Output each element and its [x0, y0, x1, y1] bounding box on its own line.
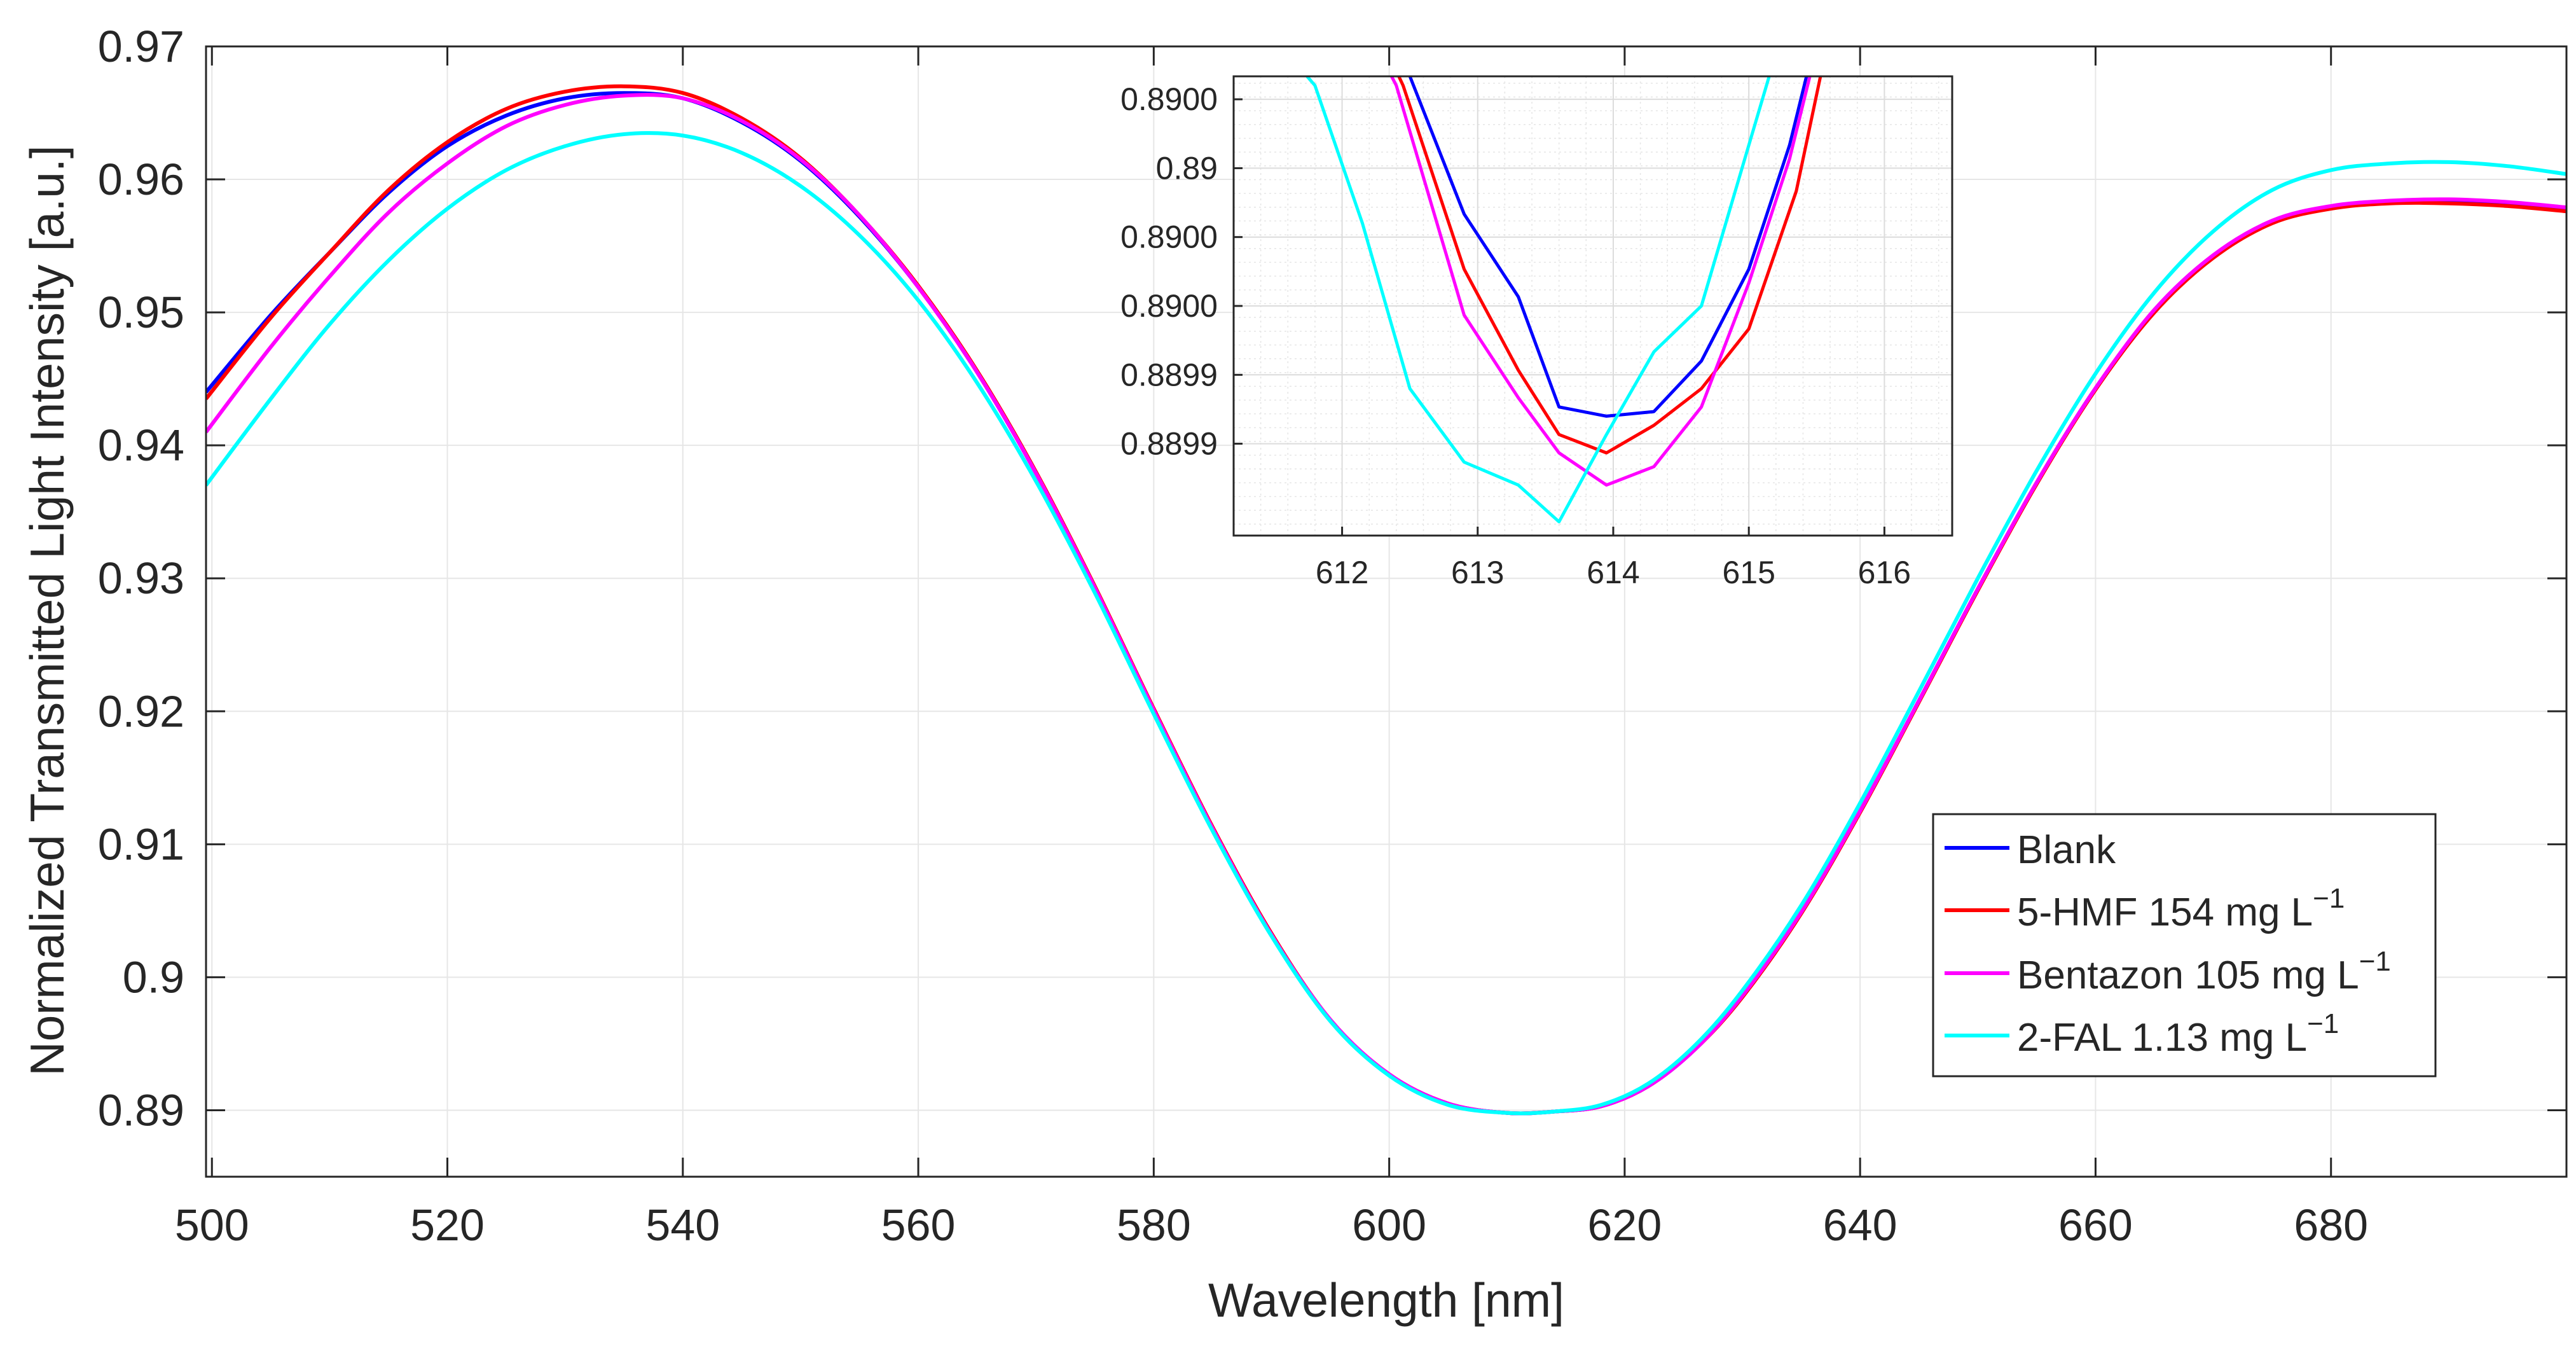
inset-series-line-2 — [1396, 76, 1822, 455]
x-tick-label: 680 — [2294, 1200, 2368, 1250]
x-tick-label: 540 — [645, 1200, 720, 1250]
x-tick-label: 660 — [2058, 1200, 2133, 1250]
inset-x-tick-label: 612 — [1316, 555, 1368, 590]
x-axis-ticks: 500 520 540 560 580 600 620 640 660 680 — [175, 46, 2368, 1250]
legend-label-4: 2-FAL 1.13 mg L−1 — [2017, 1008, 2339, 1060]
y-tick-label: 0.89 — [98, 1085, 184, 1135]
inset-x-tick-label: 615 — [1722, 555, 1775, 590]
series-line-4 — [206, 131, 2566, 1116]
x-tick-label: 600 — [1352, 1200, 1426, 1250]
inset-y-tick-label: 0.89 — [1156, 150, 1218, 186]
x-tick-label: 520 — [410, 1200, 485, 1250]
x-tick-label: 580 — [1117, 1200, 1191, 1250]
y-tick-label: 0.95 — [98, 288, 184, 337]
inset-y-tick-label: 0.8900 — [1120, 81, 1218, 117]
inset-plot: 612 613 614 615 616 0.8899 0.8899 0.8900 0.8900… — [1120, 75, 1953, 590]
y-axis-label: Normalized Transmitted Light Intensity [… — [20, 145, 74, 1076]
y-tick-label: 0.93 — [98, 553, 184, 603]
inset-y-tick-label: 0.8900 — [1120, 219, 1218, 255]
x-axis-label: Wavelength [nm] — [1208, 1273, 1564, 1327]
y-tick-label: 0.97 — [98, 22, 184, 71]
legend-entry-3: Bentazon 105 mg L−1 — [1945, 946, 2391, 997]
legend: Blank 5-HMF 154 mg L−1 Bentazon 105 mg L… — [1932, 813, 2437, 1077]
inset-y-ticks: 0.8899 0.8899 0.8900 0.8900 0.89 0.8900 — [1120, 81, 1243, 462]
main-series — [206, 84, 2566, 1116]
legend-entry-2: 5-HMF 154 mg L−1 — [1945, 883, 2345, 934]
y-tick-label: 0.94 — [98, 420, 184, 470]
inset-x-tick-label: 616 — [1858, 555, 1911, 590]
plot-frame — [205, 45, 2568, 1178]
inset-y-tick-label: 0.8900 — [1120, 288, 1218, 324]
legend-label-3: Bentazon 105 mg L−1 — [2017, 946, 2391, 997]
x-tick-label: 500 — [175, 1200, 249, 1250]
x-tick-label: 620 — [1588, 1200, 1662, 1250]
y-tick-label: 0.96 — [98, 155, 184, 204]
inset-y-tick-label: 0.8899 — [1120, 357, 1218, 392]
x-tick-label: 560 — [881, 1200, 956, 1250]
inset-x-tick-label: 614 — [1587, 555, 1639, 590]
inset-grid — [1233, 76, 1952, 536]
inset-series-line-4 — [1305, 76, 1771, 523]
legend-box — [1932, 813, 2437, 1077]
y-axis-ticks: 0.89 0.9 0.91 0.92 0.93 0.94 0.95 0.96 0.97 — [98, 22, 2566, 1135]
legend-entry-4: 2-FAL 1.13 mg L−1 — [1945, 1008, 2339, 1060]
y-tick-label: 0.91 — [98, 819, 184, 869]
y-tick-label: 0.9 — [123, 952, 184, 1002]
inset-series — [1305, 76, 1822, 523]
inset-series-line-3 — [1389, 76, 1812, 487]
legend-entry-1: Blank — [1945, 828, 2116, 872]
inset-x-tick-label: 613 — [1451, 555, 1504, 590]
inset-x-ticks: 612 613 614 615 616 — [1316, 527, 1911, 590]
legend-label-2: 5-HMF 154 mg L−1 — [2017, 883, 2345, 934]
inset-series-line-1 — [1408, 76, 1808, 418]
inset-y-tick-label: 0.8899 — [1120, 426, 1218, 462]
x-tick-label: 640 — [1823, 1200, 1898, 1250]
y-tick-label: 0.92 — [98, 686, 184, 736]
legend-label-1: Blank — [2017, 828, 2116, 872]
